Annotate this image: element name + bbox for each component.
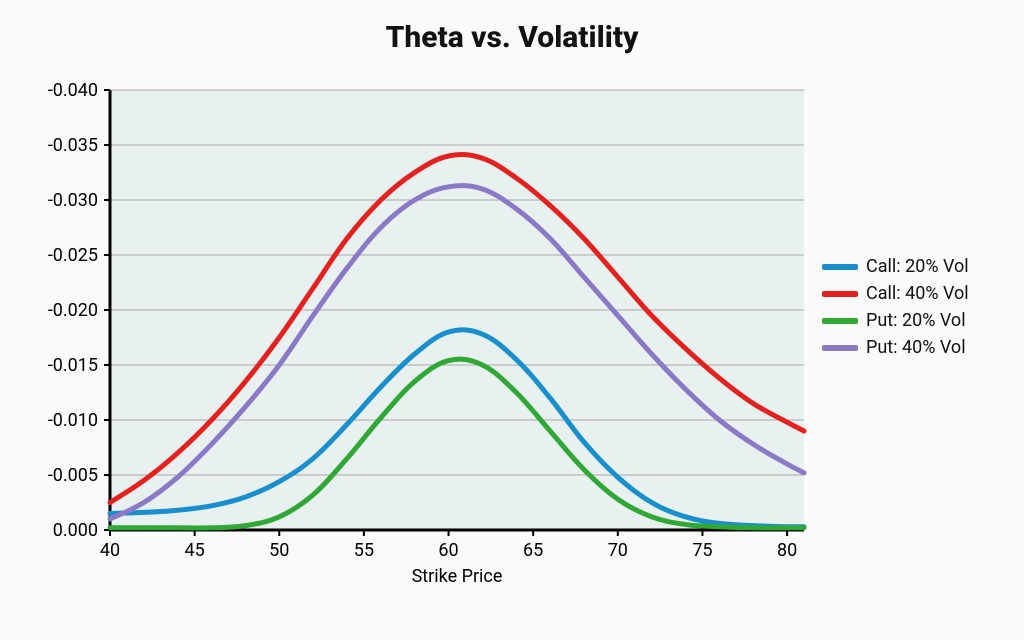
legend: Call: 20% Vol Call: 40% Vol Put: 20% Vol Pu… [822, 250, 969, 364]
x-tick-label: 75 [692, 540, 712, 561]
legend-label: Put: 40% Vol [866, 337, 966, 358]
x-tick-label: 70 [608, 540, 628, 561]
y-tick-label: 0.000 [53, 520, 98, 541]
y-tick-label: -0.035 [48, 135, 98, 156]
legend-item: Call: 20% Vol [822, 256, 969, 277]
x-axis-label: Strike Price [412, 566, 503, 587]
chart-container: 0.000 -0.005 -0.010 -0.015 -0.020 -0.025 -0.03… [30, 80, 994, 600]
x-tick-label: 65 [523, 540, 543, 561]
y-tick-label: -0.040 [48, 80, 98, 101]
legend-label: Call: 40% Vol [866, 283, 969, 304]
y-tick-label: -0.030 [48, 190, 98, 211]
x-tick-label: 60 [438, 540, 458, 561]
x-tick-label: 50 [269, 540, 289, 561]
chart-title: Theta vs. Volatility [0, 20, 1024, 55]
legend-item: Call: 40% Vol [822, 283, 969, 304]
x-tick-label: 55 [354, 540, 374, 561]
x-tick-label: 45 [185, 540, 205, 561]
y-tick-label: -0.010 [48, 410, 98, 431]
legend-label: Put: 20% Vol [866, 310, 966, 331]
y-tick-label: -0.025 [48, 245, 98, 266]
legend-swatch [822, 345, 858, 351]
page: Theta vs. Volatility 0.000 -0.005 -0.010 -0… [0, 0, 1024, 640]
y-tick-label: -0.020 [48, 300, 98, 321]
legend-swatch [822, 264, 858, 270]
y-tick-label: -0.015 [48, 355, 98, 376]
legend-item: Put: 40% Vol [822, 337, 969, 358]
legend-swatch [822, 318, 858, 324]
y-tick-label: -0.005 [48, 465, 98, 486]
legend-item: Put: 20% Vol [822, 310, 969, 331]
legend-label: Call: 20% Vol [866, 256, 969, 277]
x-tick-label: 80 [777, 540, 797, 561]
legend-swatch [822, 291, 858, 297]
x-tick-label: 40 [100, 540, 120, 561]
